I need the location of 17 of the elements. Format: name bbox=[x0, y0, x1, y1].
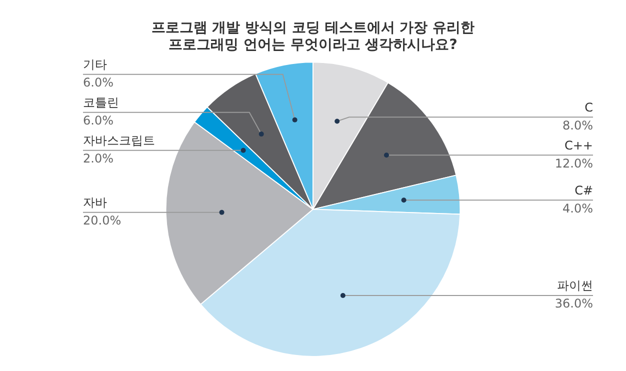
data-label: 20.0% bbox=[83, 213, 122, 228]
slice-label: 코틀린 bbox=[83, 96, 119, 110]
data-label: 8.0% bbox=[562, 118, 593, 132]
slice-label: C++ bbox=[564, 138, 593, 152]
slice-label: 자바 bbox=[83, 195, 107, 210]
slice-label: 자바스크립트 bbox=[83, 134, 155, 148]
data-label: 36.0% bbox=[554, 296, 593, 311]
slice-label: 파이썬 bbox=[557, 278, 593, 293]
data-label: 6.0% bbox=[83, 76, 114, 90]
slice-label: 기타 bbox=[83, 58, 107, 72]
data-label: 6.0% bbox=[83, 114, 114, 128]
data-label: 12.0% bbox=[554, 156, 593, 170]
slice-label: C# bbox=[574, 183, 593, 198]
data-label: 4.0% bbox=[562, 201, 593, 216]
data-label: 2.0% bbox=[83, 152, 114, 166]
chart-title: 프로그램 개발 방식의 코딩 테스트에서 가장 유리한 프로그래밍 언어는 무엇이라고 생각하시나요? bbox=[151, 20, 475, 53]
slice-label: C bbox=[584, 100, 593, 114]
